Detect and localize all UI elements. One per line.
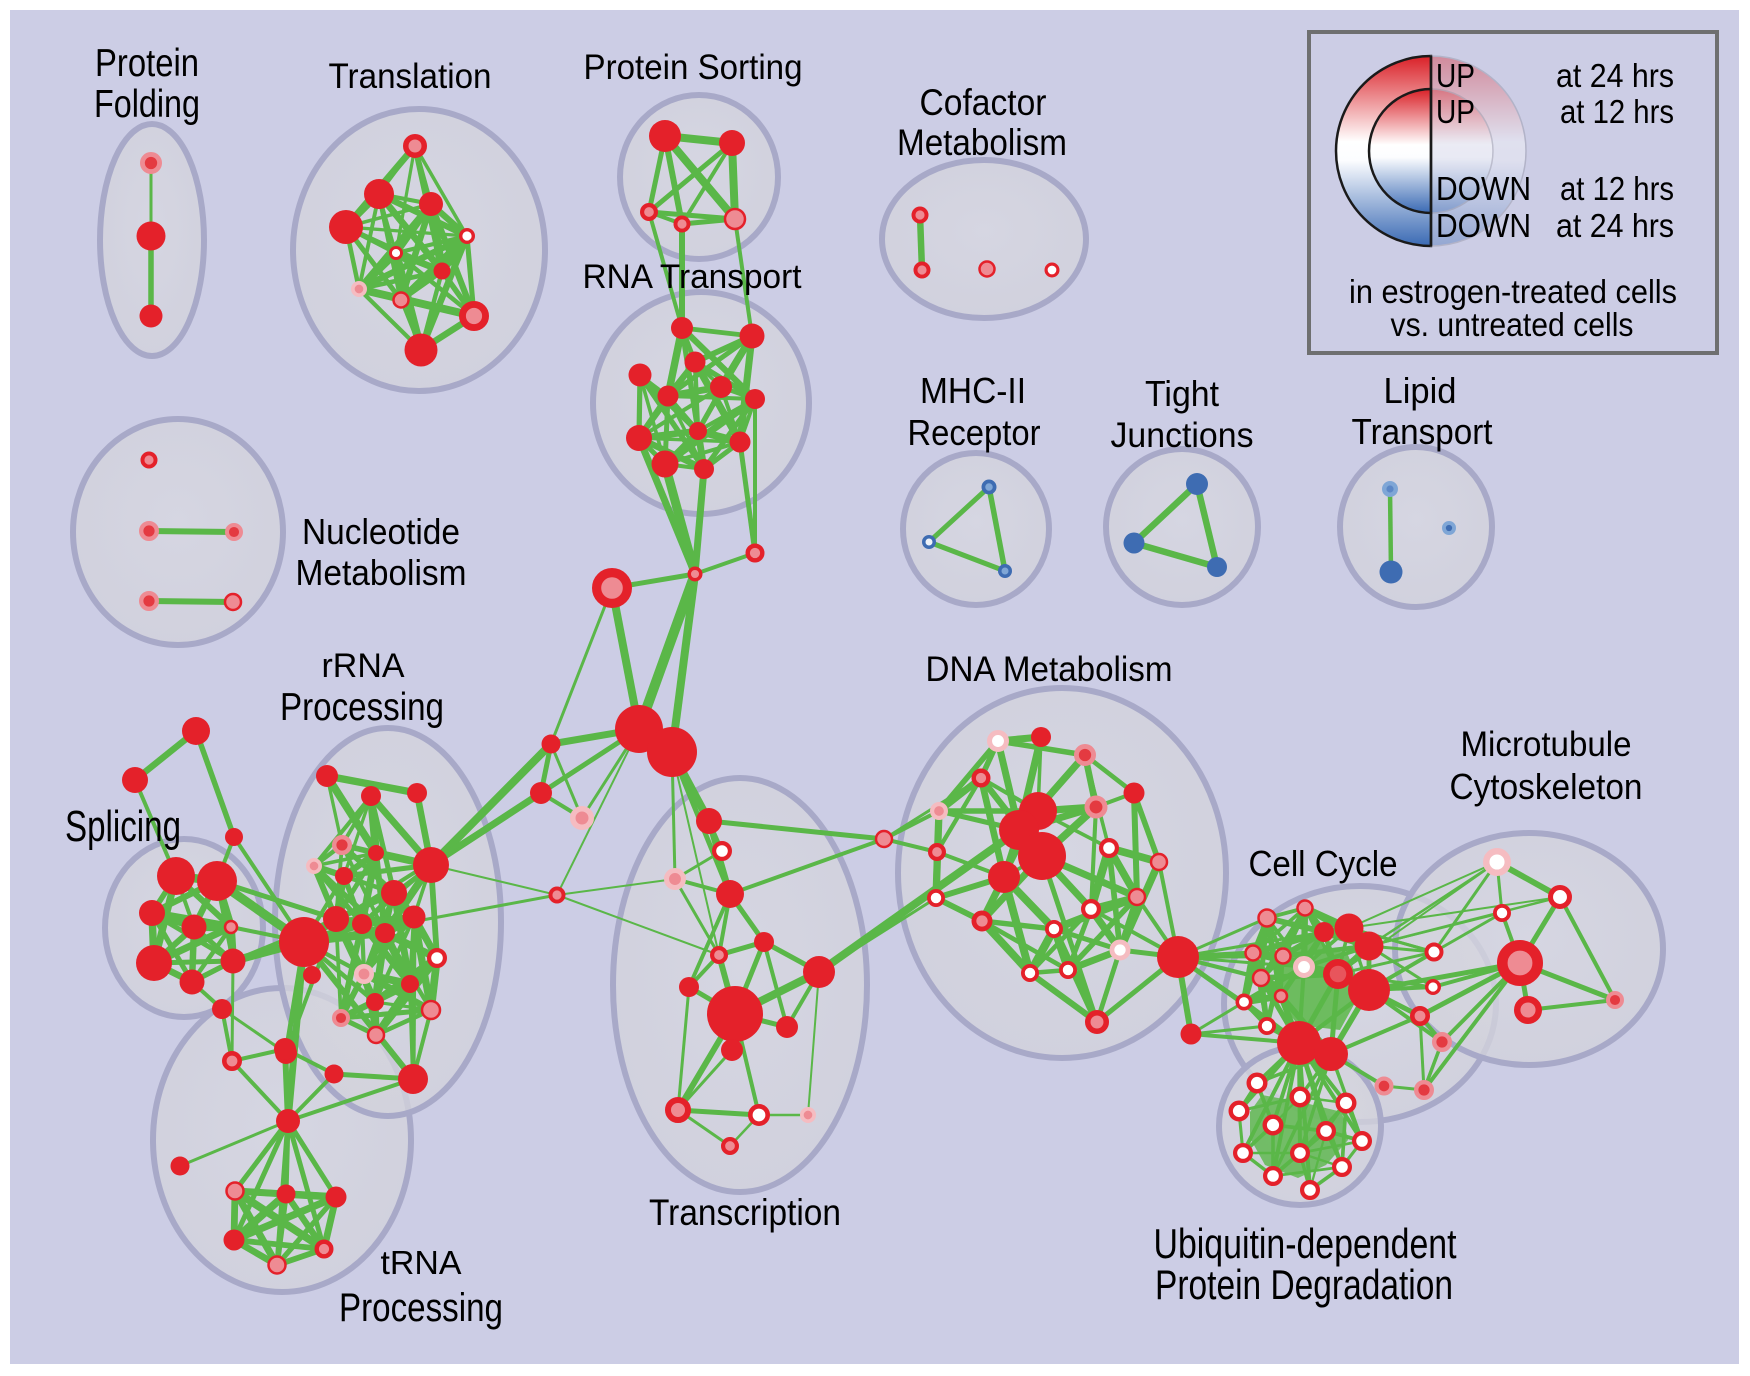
- svg-text:Protein Degradation: Protein Degradation: [1155, 1261, 1453, 1308]
- svg-text:rRNA: rRNA: [322, 647, 405, 685]
- svg-text:Processing: Processing: [280, 686, 444, 729]
- svg-text:MHC-II: MHC-II: [920, 370, 1026, 411]
- svg-text:Protein: Protein: [95, 42, 199, 85]
- svg-text:Translation: Translation: [329, 57, 492, 96]
- svg-text:tRNA: tRNA: [381, 1244, 462, 1281]
- svg-text:Metabolism: Metabolism: [296, 552, 467, 593]
- svg-text:Microtubule: Microtubule: [1461, 725, 1632, 764]
- svg-text:Nucleotide: Nucleotide: [302, 511, 460, 552]
- svg-text:in estrogen-treated cells: in estrogen-treated cells: [1349, 273, 1677, 310]
- svg-text:Transcription: Transcription: [649, 1191, 841, 1233]
- svg-text:at 12 hrs: at 12 hrs: [1560, 93, 1674, 130]
- svg-text:at 12 hrs: at 12 hrs: [1560, 170, 1674, 207]
- svg-text:DNA Metabolism: DNA Metabolism: [926, 650, 1173, 689]
- svg-text:Tight: Tight: [1145, 373, 1219, 414]
- svg-text:Receptor: Receptor: [908, 412, 1041, 453]
- svg-text:Transport: Transport: [1352, 411, 1493, 452]
- svg-text:Metabolism: Metabolism: [897, 122, 1067, 163]
- svg-text:RNA Transport: RNA Transport: [583, 258, 803, 296]
- svg-text:Lipid: Lipid: [1384, 370, 1457, 411]
- svg-text:DOWN: DOWN: [1436, 207, 1531, 244]
- svg-text:Folding: Folding: [94, 83, 200, 126]
- svg-text:Protein Sorting: Protein Sorting: [584, 47, 803, 87]
- svg-text:at 24 hrs: at 24 hrs: [1556, 57, 1674, 94]
- svg-text:UP: UP: [1436, 57, 1475, 94]
- svg-text:UP: UP: [1436, 93, 1475, 130]
- svg-text:Processing: Processing: [339, 1286, 503, 1330]
- svg-text:Cofactor: Cofactor: [920, 82, 1047, 123]
- svg-text:vs. untreated cells: vs. untreated cells: [1391, 306, 1634, 343]
- svg-text:Ubiquitin-dependent: Ubiquitin-dependent: [1154, 1220, 1457, 1267]
- svg-text:Cytoskeleton: Cytoskeleton: [1450, 766, 1643, 807]
- svg-text:Junctions: Junctions: [1111, 415, 1254, 455]
- svg-text:DOWN: DOWN: [1436, 170, 1531, 207]
- svg-text:at 24 hrs: at 24 hrs: [1556, 207, 1674, 244]
- svg-text:Cell Cycle: Cell Cycle: [1249, 843, 1398, 884]
- svg-text:Splicing: Splicing: [65, 802, 181, 851]
